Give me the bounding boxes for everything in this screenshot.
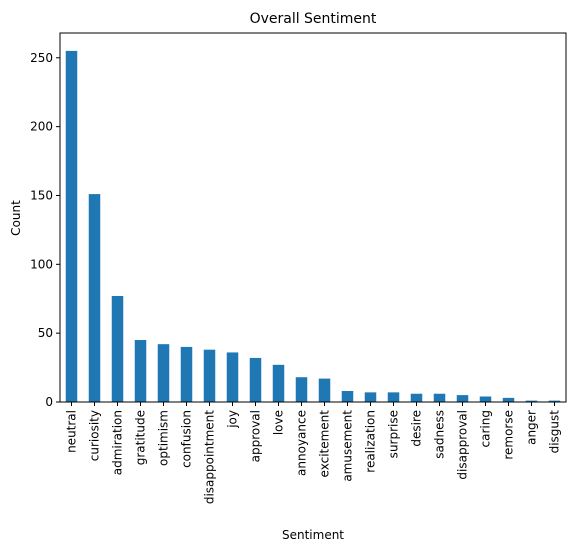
bar-desire	[410, 393, 423, 402]
bar-disappointment	[203, 349, 216, 402]
y-axis: 0 50 100 150 200 250	[30, 51, 60, 409]
y-tick-label: 250	[30, 51, 53, 65]
x-tick-label: confusion	[180, 410, 194, 468]
bar-caring	[479, 396, 492, 402]
bar-joy	[226, 352, 239, 402]
x-tick-label: disappointment	[203, 410, 217, 504]
x-tick-label: surprise	[387, 410, 401, 458]
x-tick-label: realization	[364, 410, 378, 473]
x-tick-label: caring	[479, 410, 493, 447]
x-tick-label: optimism	[157, 410, 171, 466]
y-tick-label: 0	[45, 395, 53, 409]
x-tick-label: admiration	[111, 410, 125, 475]
bar-love	[272, 364, 285, 402]
x-tick-label: curiosity	[88, 410, 102, 461]
bar-gratitude	[134, 340, 147, 402]
x-tick-label: desire	[410, 410, 424, 447]
y-tick-label: 200	[30, 120, 53, 134]
bar-remorse	[502, 397, 515, 402]
y-tick-label: 100	[30, 257, 53, 271]
y-axis-label: Count	[9, 200, 23, 236]
x-tick-label: amusement	[341, 410, 355, 482]
bar-approval	[249, 357, 262, 402]
bar-sadness	[433, 393, 446, 402]
bar-disgust	[548, 400, 561, 402]
chart-title: Overall Sentiment	[250, 11, 377, 27]
x-tick-label: approval	[249, 410, 263, 462]
bar-annoyance	[295, 377, 308, 402]
x-tick-label: neutral	[65, 410, 79, 453]
y-tick-label: 50	[38, 326, 53, 340]
plot-frame	[59, 32, 567, 403]
x-tick-label: annoyance	[295, 410, 309, 476]
x-axis-label: Sentiment	[282, 528, 344, 542]
bar-curiosity	[88, 194, 101, 402]
x-tick-label: joy	[226, 410, 240, 429]
x-tick-label: remorse	[502, 410, 516, 460]
bar-excitement	[318, 378, 331, 402]
x-axis: neutral curiosity admiration gratitude optim…	[65, 402, 562, 504]
x-tick-label: love	[272, 410, 286, 435]
x-tick-label: disapproval	[456, 410, 470, 480]
x-tick-label: excitement	[318, 410, 332, 478]
bar-confusion	[180, 346, 193, 402]
bar-disapproval	[456, 395, 469, 402]
x-tick-label: disgust	[548, 410, 562, 454]
bar-anger	[525, 400, 538, 402]
bar-realization	[364, 392, 377, 402]
bar-surprise	[387, 392, 400, 402]
bar-neutral	[65, 50, 78, 402]
x-tick-label: sadness	[433, 410, 447, 459]
x-tick-label: gratitude	[134, 410, 148, 465]
x-tick-label: anger	[525, 410, 539, 445]
bar-optimism	[157, 344, 170, 402]
bars-group	[65, 50, 561, 402]
bar-amusement	[341, 390, 354, 402]
bar-admiration	[111, 295, 124, 402]
y-tick-label: 150	[30, 188, 53, 202]
